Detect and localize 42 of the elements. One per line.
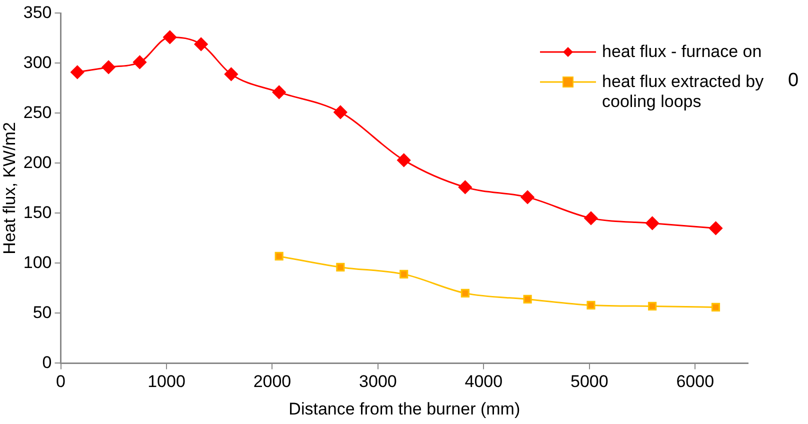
point bbox=[646, 216, 660, 230]
point bbox=[132, 55, 146, 69]
y-tick-label: 50 bbox=[32, 302, 52, 322]
y-axis-title: Heat flux, KW/m2 bbox=[0, 122, 19, 254]
y-tick-label: 300 bbox=[23, 52, 52, 72]
point bbox=[523, 294, 532, 304]
point bbox=[163, 30, 177, 44]
point bbox=[400, 270, 408, 278]
point bbox=[460, 288, 470, 298]
y-tick-label: 0 bbox=[42, 352, 52, 372]
x-tick-label: 0 bbox=[56, 372, 66, 392]
text: 0 bbox=[788, 70, 799, 92]
point bbox=[648, 302, 657, 310]
y-tick-label: 350 bbox=[23, 2, 52, 22]
x-tick-label: 3000 bbox=[359, 372, 397, 392]
x-tick-label: 4000 bbox=[464, 372, 503, 392]
point bbox=[586, 300, 596, 310]
y-tick-label: 200 bbox=[23, 152, 52, 172]
point bbox=[397, 153, 411, 167]
x-tick-label: 6000 bbox=[676, 372, 714, 392]
point bbox=[458, 180, 472, 194]
x-axis-title: Distance from the burner (mm) bbox=[288, 399, 520, 418]
point bbox=[336, 262, 345, 272]
x-tick-label: 1000 bbox=[148, 372, 186, 392]
point bbox=[711, 302, 720, 312]
legend-label: heat flux - furnace on bbox=[602, 42, 762, 62]
point bbox=[70, 65, 84, 79]
point bbox=[224, 67, 238, 81]
point bbox=[102, 60, 116, 74]
point bbox=[272, 85, 286, 99]
x-tick-label: 2000 bbox=[253, 372, 292, 392]
point bbox=[709, 221, 723, 235]
x-tick-label: 5000 bbox=[570, 372, 608, 392]
point bbox=[584, 211, 598, 225]
point bbox=[274, 252, 284, 260]
y-tick-label: 250 bbox=[23, 102, 52, 122]
point bbox=[194, 37, 208, 51]
point bbox=[520, 190, 534, 204]
y-tick-label: 100 bbox=[23, 252, 52, 272]
point bbox=[334, 105, 348, 119]
legend-label: heat flux extracted by cooling loops bbox=[602, 72, 764, 111]
y-tick-label: 150 bbox=[23, 202, 52, 222]
